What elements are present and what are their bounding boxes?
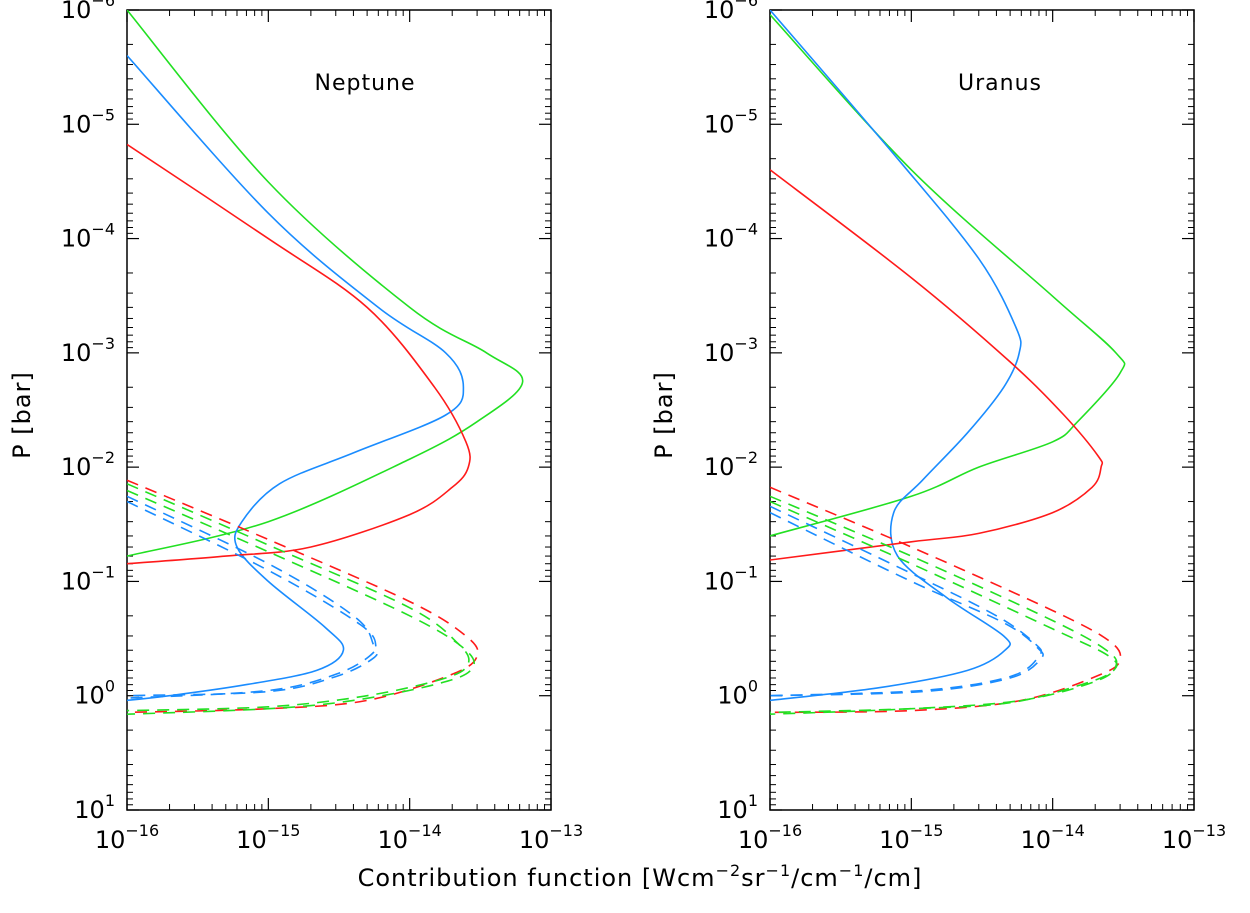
neptune-panel: 10−16 10−15 10−14 10−13 10−6 10−5 10−4 10−3 10−2… (61, 0, 583, 854)
neptune-red-solid-curve-2 (127, 143, 471, 565)
x-axis-label-sup3: −1 (839, 861, 865, 880)
uranus-y-tick-label: 10−2 (704, 448, 758, 481)
uranus-x-tick-label: 10−14 (1021, 821, 1085, 854)
uranus-series-group (770, 10, 1126, 715)
neptune-series-group (127, 10, 524, 715)
neptune-y-tick-label: 10−6 (61, 0, 115, 24)
uranus-y-tick-label: 10−1 (704, 562, 758, 595)
x-axis-label-prefix: Contribution function [Wcm (358, 864, 716, 892)
uranus-blue-dashed-curve-6 (770, 505, 1043, 697)
uranus-y-tick-label: 10−6 (704, 0, 758, 24)
uranus-y-tick-label: 10−3 (704, 334, 758, 367)
y-axis-label-right-panel: P [bar] (650, 371, 678, 459)
uranus-panel-title: Uranus (958, 71, 1042, 96)
uranus-green-solid-curve-0 (770, 14, 1126, 537)
neptune-green-dashed-curve-4 (127, 489, 475, 715)
neptune-x-tick-label: 10−13 (519, 821, 583, 854)
neptune-plot-frame (126, 9, 552, 811)
y-axis-label: P [bar] (8, 371, 36, 459)
neptune-y-tick-label: 10−2 (61, 448, 115, 481)
uranus-x-tick-label: 10−16 (738, 821, 802, 854)
uranus-y-tick-label: 101 (717, 791, 758, 824)
x-axis-label: Contribution function [Wcm−2sr−1/cm−1/cm… (358, 861, 923, 892)
uranus-x-tick-label: 10−13 (1162, 821, 1226, 854)
neptune-y-tick-label: 10−3 (61, 334, 115, 367)
x-axis-label-suffix: /cm] (864, 864, 922, 892)
x-axis-label-sup1: −2 (716, 861, 742, 880)
neptune-red-dashed-curve-3 (127, 479, 479, 714)
uranus-blue-solid-curve-1 (770, 10, 1022, 702)
neptune-blue-solid-curve-1 (127, 54, 465, 702)
neptune-x-tick-label: 10−14 (378, 821, 442, 854)
x-axis-label-mid2: /cm (791, 864, 839, 892)
uranus-panel: 10−16 10−15 10−14 10−13 10−6 10−5 10−4 10−3 10−2… (704, 0, 1226, 854)
neptune-blue-dashed-curve-7 (127, 500, 379, 697)
neptune-y-tick-label: 101 (74, 791, 115, 824)
uranus-blue-dashed-curve-7 (770, 511, 1044, 697)
neptune-y-tick-label: 10−5 (61, 105, 115, 138)
chart-panels: 10−16 10−15 10−14 10−13 10−6 10−5 10−4 10−3 10−2… (61, 0, 1226, 854)
uranus-y-tick-label: 10−4 (704, 220, 758, 253)
uranus-y-tick-label: 10−5 (704, 105, 758, 138)
x-axis-label-sup2: −1 (766, 861, 792, 880)
uranus-x-tick-label: 10−15 (879, 821, 943, 854)
uranus-red-solid-curve-2 (770, 169, 1104, 561)
neptune-panel-title: Neptune (314, 71, 415, 96)
uranus-y-tick-label: 100 (717, 677, 758, 710)
x-axis-label-mid1: sr (741, 864, 765, 892)
uranus-green-dashed-curve-4 (770, 495, 1118, 715)
neptune-green-dashed-curve-5 (127, 483, 470, 712)
neptune-y-tick-label: 10−1 (61, 562, 115, 595)
neptune-x-tick-label: 10−15 (236, 821, 300, 854)
uranus-green-dashed-curve-5 (770, 500, 1118, 714)
neptune-green-solid-curve-0 (127, 10, 524, 557)
neptune-y-tick-label: 10−4 (61, 220, 115, 253)
neptune-x-tick-label: 10−16 (95, 821, 159, 854)
uranus-plot-frame (769, 9, 1195, 811)
neptune-y-tick-label: 100 (74, 677, 115, 710)
